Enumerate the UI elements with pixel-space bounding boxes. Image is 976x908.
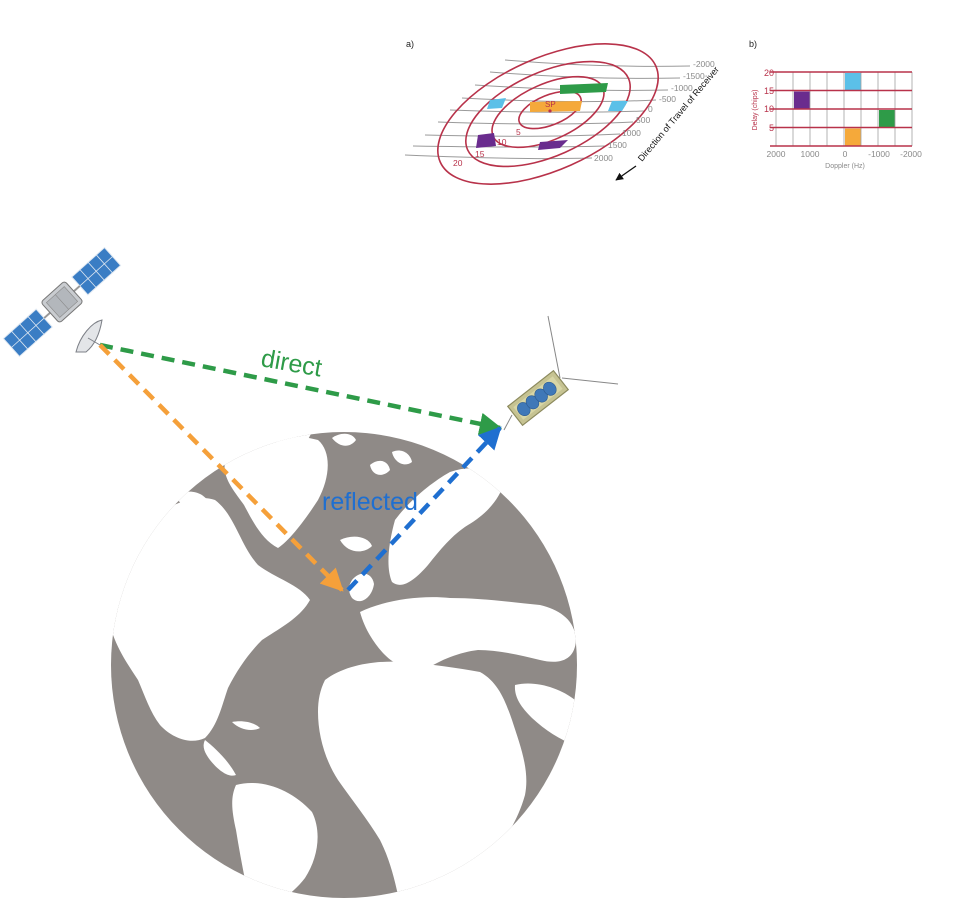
south-america bbox=[232, 783, 318, 898]
satellite-dish-icon bbox=[75, 319, 103, 353]
y-tick-10: 10 bbox=[764, 104, 774, 114]
reflected-signal-arrow bbox=[346, 426, 502, 592]
bin-purple-left bbox=[476, 133, 496, 148]
delay-contour-5 bbox=[518, 90, 582, 130]
delay-contour-20 bbox=[437, 43, 659, 185]
iceland bbox=[340, 536, 372, 552]
doppler-label-m1500: -1500 bbox=[683, 71, 705, 81]
bin-blue-right bbox=[608, 101, 628, 111]
signal-paths bbox=[98, 342, 503, 592]
x-tick-2000: 2000 bbox=[767, 149, 786, 159]
ddm-x-ticks: 2000 1000 0 -1000 -2000 bbox=[767, 149, 923, 159]
panel-a-label: a) bbox=[406, 39, 414, 49]
doppler-labels: -2000 -1500 -1000 -500 0 500 1000 1500 2… bbox=[594, 59, 715, 163]
doppler-label-m2000: -2000 bbox=[693, 59, 715, 69]
delay-contour-15 bbox=[465, 60, 631, 168]
gnss-transmitter-satellite bbox=[2, 246, 122, 358]
y-tick-15: 15 bbox=[764, 86, 774, 96]
ddm-highlight-bins bbox=[476, 83, 628, 150]
direct-signal-arrow bbox=[99, 342, 503, 435]
bin-green bbox=[560, 83, 608, 94]
ddm-y-ticks: 20 15 10 5 bbox=[764, 68, 774, 133]
ddm-y-axis-label: Delay (chips) bbox=[752, 90, 759, 131]
delay-label-20: 20 bbox=[453, 158, 463, 168]
solar-panel-left-icon bbox=[2, 308, 53, 358]
bin-orange bbox=[530, 101, 582, 112]
y-tick-5: 5 bbox=[769, 123, 774, 133]
antenna-boom-right bbox=[561, 377, 619, 385]
earth-landmasses bbox=[111, 432, 577, 898]
doppler-label-0: 0 bbox=[648, 104, 653, 114]
bin-blue-left bbox=[487, 98, 506, 109]
iso-doppler-lines bbox=[404, 59, 691, 160]
panel-a-delay-doppler-map: a) SP bbox=[404, 39, 721, 185]
receiver-cubesat bbox=[503, 315, 619, 431]
specular-point-marker bbox=[548, 109, 552, 113]
delay-labels: 5 10 15 20 bbox=[453, 127, 521, 168]
ddm-cell-highlight bbox=[794, 91, 810, 109]
earth-globe bbox=[111, 432, 577, 898]
europe bbox=[360, 597, 576, 671]
reflected-label: reflected bbox=[322, 488, 418, 516]
y-tick-20: 20 bbox=[764, 68, 774, 78]
scandinavia bbox=[388, 468, 505, 585]
doppler-label-1000: 1000 bbox=[622, 128, 641, 138]
doppler-label-2000: 2000 bbox=[594, 153, 613, 163]
panel-b-ddm-grid: b) 20 15 10 5 Delay (chips) 2000 1000 0 … bbox=[749, 39, 922, 170]
delay-label-5: 5 bbox=[516, 127, 521, 137]
direct-label: direct bbox=[259, 344, 324, 382]
x-tick-1000: 1000 bbox=[801, 149, 820, 159]
iso-delay-contours bbox=[437, 43, 659, 185]
panel-b-label: b) bbox=[749, 39, 757, 49]
x-tick-m1000: -1000 bbox=[868, 149, 890, 159]
doppler-label-500: 500 bbox=[636, 115, 650, 125]
north-america bbox=[111, 498, 310, 741]
delay-label-10: 10 bbox=[497, 137, 507, 147]
africa bbox=[318, 661, 527, 898]
delay-label-15: 15 bbox=[475, 149, 485, 159]
antenna-boom-down bbox=[503, 414, 513, 431]
ddm-x-axis-label: Doppler (Hz) bbox=[825, 163, 865, 170]
cubesat-antenna-coil-icon bbox=[517, 381, 557, 417]
x-tick-0: 0 bbox=[843, 149, 848, 159]
doppler-label-1500: 1500 bbox=[608, 140, 627, 150]
specular-point-label: SP bbox=[545, 100, 556, 109]
antenna-boom-up bbox=[547, 315, 561, 379]
ddm-cell-highlight bbox=[845, 128, 861, 146]
doppler-label-m1000: -1000 bbox=[671, 83, 693, 93]
ddm-grid-cells bbox=[770, 71, 913, 147]
greenland bbox=[224, 436, 328, 548]
ddm-cell-highlight bbox=[845, 73, 861, 91]
doppler-label-m500: -500 bbox=[659, 94, 676, 104]
incident-signal-arrow bbox=[98, 343, 344, 592]
ddm-cell-highlight bbox=[879, 110, 895, 128]
x-tick-m2000: -2000 bbox=[900, 149, 922, 159]
direction-arrow bbox=[615, 165, 637, 181]
bin-purple-right bbox=[538, 140, 568, 150]
